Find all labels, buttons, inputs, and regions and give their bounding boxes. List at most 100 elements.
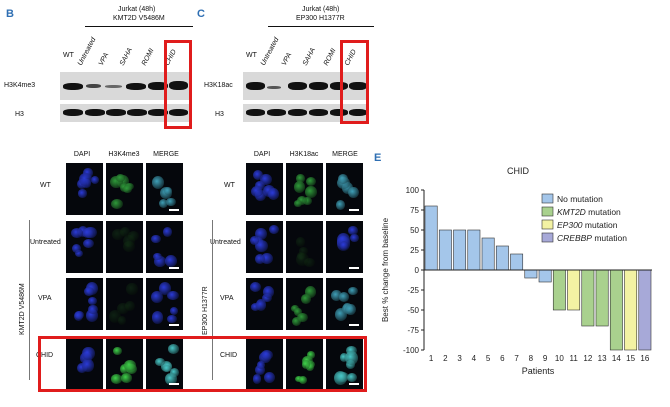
micro-image-tile [66,337,103,389]
panelb-lane-untreated: Untreated [76,36,98,67]
legend-label-kmt2d: KMT2D mutation [557,207,621,217]
x-tick-label: 15 [626,354,635,363]
legend-swatch-ep300 [541,219,554,230]
panel-b-row2-label: H3 [15,111,24,118]
panel-b-title-line2: KMT2D V5486M [113,15,165,22]
y-tick-label: 100 [406,186,420,195]
panel-c-row2-label: H3 [215,111,224,118]
x-tick-label: 16 [640,354,649,363]
grid2-row-chid: CHID [220,352,238,359]
micro-image-tile [326,163,363,215]
bar-patient-2 [438,229,452,271]
bar-patient-9 [538,269,552,283]
micro-image-tile [146,163,183,215]
panelb-lane-vpa: VPA [97,51,111,67]
micro-image-tile [246,278,283,330]
micro-image-tile [326,221,363,273]
y-tick-label: 50 [410,226,419,235]
y-tick-label: -50 [407,306,419,315]
y-axis-title: Best % change from baseline [381,217,390,322]
bar-patient-6 [495,245,509,271]
grid2-side-label: EP300 H1377R [202,286,209,335]
micro-image-tile [146,337,183,389]
grid2-col-merge: MERGE [332,151,358,158]
micro-image-tile [286,221,323,273]
x-tick-label: 4 [472,354,477,363]
grid1-row-wt: WT [40,182,51,189]
grid1-side-label: KMT2D V5486M [19,283,26,335]
x-tick-label: 9 [543,354,548,363]
grid1-row-untreated: Untreated [30,239,61,246]
grid2-side-rule [212,220,213,380]
y-tick-label: 25 [410,246,419,255]
x-tick-label: 14 [612,354,621,363]
panel-c-blot-h3 [243,104,369,122]
grid2-row-untreated: Untreated [210,239,241,246]
legend-swatch-none [541,193,554,204]
x-tick-label: 5 [486,354,491,363]
x-tick-label: 10 [555,354,564,363]
y-tick-label: -75 [407,326,419,335]
micro-image-tile [66,278,103,330]
x-tick-label: 7 [514,354,519,363]
panelc-lane-romi: ROMI [322,47,338,67]
x-tick-label: 2 [443,354,448,363]
x-tick-label: 8 [529,354,534,363]
legend-label-ep300: EP300 mutation [557,220,618,230]
micro-image-tile [106,163,143,215]
bar-patient-4 [467,229,481,271]
panelc-lane-saha: SAHA [301,46,317,67]
panelb-lane-wt: WT [63,52,74,59]
micro-image-tile [246,163,283,215]
legend-label-none: No mutation [557,194,603,204]
panel-b-letter: B [6,8,14,20]
micro-image-tile [286,163,323,215]
panelc-lane-untreated: Untreated [259,36,281,67]
panel-b-blot-h3k4me3 [60,72,190,100]
panelc-lane-vpa: VPA [280,51,294,67]
panel-c-letter: C [197,8,205,20]
panel-b-row1-label: H3K4me3 [4,82,36,89]
micro-image-tile [286,337,323,389]
chart-title: CHID [507,166,529,176]
micro-image-tile [246,337,283,389]
x-tick-label: 6 [500,354,505,363]
bar-patient-3 [453,229,467,271]
micro-image-tile [66,221,103,273]
y-tick-label: -100 [403,346,420,355]
micro-image-tile [286,278,323,330]
bar-patient-7 [510,253,524,271]
bar-patient-5 [481,237,495,271]
micro-image-tile [326,278,363,330]
grid2-col-h3k18ac: H3K18ac [289,151,319,158]
micro-image-tile [146,221,183,273]
bar-patient-14 [609,269,623,351]
legend-swatch-kmt2d [541,206,554,217]
bar-patient-8 [524,269,538,279]
micro-image-tile [106,221,143,273]
micro-image-tile [326,337,363,389]
bar-patient-12 [581,269,595,327]
bar-patient-10 [552,269,566,311]
micro-image-tile [106,278,143,330]
x-tick-label: 13 [598,354,607,363]
x-tick-label: 3 [457,354,462,363]
grid2-col-dapi: DAPI [253,151,271,158]
panel-b-chid-highlight [164,40,192,129]
x-axis-title: Patients [522,366,555,376]
panel-b-title-line1: Jurkat (48h) [118,6,156,13]
panel-c-row1-label: H3K18ac [204,82,233,89]
micro-image-tile [246,221,283,273]
grid1-side-rule [29,220,30,380]
panel-c-title-rule [268,26,374,27]
grid1-col-dapi: DAPI [73,151,91,158]
bar-patient-11 [567,269,581,311]
grid2-row-wt: WT [224,182,235,189]
panel-c-chid-highlight [340,40,369,124]
x-tick-label: 12 [583,354,592,363]
micro-image-tile [66,163,103,215]
panel-e-letter: E [374,152,382,164]
panelc-lane-wt: WT [246,52,257,59]
y-tick-label: 75 [410,206,419,215]
